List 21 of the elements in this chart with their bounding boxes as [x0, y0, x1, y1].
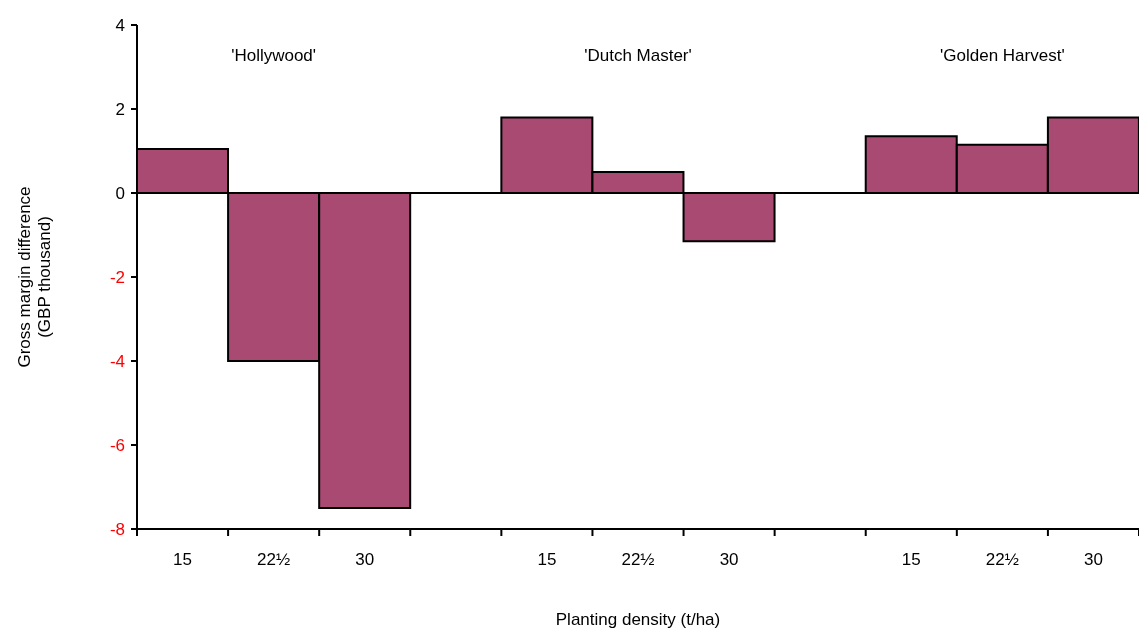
x-tick-label: 22½ — [985, 550, 1019, 569]
y-tick-label: -8 — [109, 520, 125, 539]
annotation: 'Golden Harvest' — [939, 46, 1066, 66]
y-tick-label: -2 — [109, 268, 125, 287]
x-tick-label: 15 — [173, 550, 193, 569]
x-tick-label: 22½ — [621, 550, 655, 569]
x-tick-label: 30 — [355, 550, 375, 569]
annotation: 'Hollywood' — [230, 46, 318, 66]
y-tick-label: 4 — [115, 16, 125, 35]
y-axis-title: Gross margin difference (GBP thousand) — [15, 186, 54, 368]
x-axis-title: Planting density (t/ha) — [555, 610, 721, 629]
y-tick-label: 2 — [115, 100, 125, 119]
x-tick-label: 30 — [719, 550, 739, 569]
y-tick-label: -6 — [109, 436, 125, 455]
annotation: 'Dutch Master' — [583, 46, 693, 66]
x-tick-label: 15 — [901, 550, 921, 569]
x-tick-label: 15 — [537, 550, 557, 569]
x-tick-label: 22½ — [257, 550, 291, 569]
x-tick-label: 30 — [1083, 550, 1103, 569]
y-tick-label: -4 — [109, 352, 125, 371]
y-tick-label: 0 — [115, 184, 125, 203]
